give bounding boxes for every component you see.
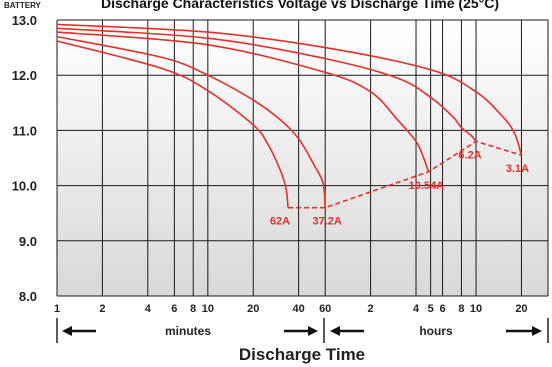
- x-tick-label-minutes: 2: [99, 303, 105, 315]
- y-tick-label: 12.0: [12, 68, 37, 83]
- x-tick-label-minutes: 20: [247, 303, 259, 315]
- x-tick-label-minutes: 8: [190, 303, 196, 315]
- x-tick-label-minutes: 1: [54, 303, 60, 315]
- x-ticks: 1 2 4 6 8 10 20 40 60 2 4 5 6 8 10 20: [54, 303, 528, 315]
- discharge-curve-37_2A: [56, 35, 326, 208]
- curve-label: 62A: [270, 216, 290, 228]
- x-tick-label-minutes: 60: [319, 303, 331, 315]
- discharge-curve-3_1A: [56, 23, 523, 156]
- x-axis-label: Discharge Time: [239, 345, 365, 364]
- y-tick-label: 11.0: [12, 123, 37, 138]
- y-tick-label: 9.0: [19, 234, 37, 249]
- discharge-curves: [56, 23, 523, 209]
- x-tick-label-minutes: 4: [145, 303, 152, 315]
- curve-labels: 62A 37.2A 10.54A 6.2A 3.1A: [270, 149, 529, 227]
- curve-label: 6.2A: [458, 149, 481, 161]
- y-tick-label: 10.0: [12, 179, 37, 194]
- x-tick-label-hours: 6: [440, 303, 446, 315]
- chart-title: Discharge Characteristics Voltage vs Dis…: [101, 0, 499, 11]
- x-tick-label-hours: 4: [413, 303, 420, 315]
- minutes-right-arrow: [284, 326, 318, 336]
- minutes-left-arrow: [62, 326, 96, 336]
- y-tick-label: 13.0: [12, 13, 37, 28]
- hours-left-arrow: [330, 326, 364, 336]
- y-axis-label: BATTERY: [4, 1, 42, 10]
- curve-label: 37.2A: [313, 216, 342, 228]
- minutes-label: minutes: [165, 324, 211, 338]
- discharge-curve-10_54A: [56, 31, 430, 173]
- curve-label: 10.54A: [409, 180, 445, 192]
- x-tick-label-hours: 8: [458, 303, 464, 315]
- x-tick-label-minutes: 10: [202, 303, 214, 315]
- x-tick-label-hours: 2: [368, 303, 374, 315]
- curve-label: 3.1A: [506, 163, 529, 175]
- x-tick-label-minutes: 40: [293, 303, 305, 315]
- y-ticks: 13.0 12.0 11.0 10.0 9.0 8.0: [12, 13, 37, 304]
- x-tick-label-hours: 10: [470, 303, 482, 315]
- end-voltage-line: [288, 140, 522, 209]
- discharge-curve-62A: [56, 40, 289, 208]
- x-tick-label-minutes: 6: [171, 303, 177, 315]
- hours-label: hours: [419, 324, 453, 338]
- x-tick-label-hours: 5: [428, 303, 434, 315]
- discharge-curve-6_2A: [56, 27, 477, 142]
- x-tick-label-hours: 20: [515, 303, 527, 315]
- grid: [56, 19, 549, 297]
- y-tick-label: 8.0: [19, 289, 37, 304]
- hours-right-arrow: [506, 326, 542, 336]
